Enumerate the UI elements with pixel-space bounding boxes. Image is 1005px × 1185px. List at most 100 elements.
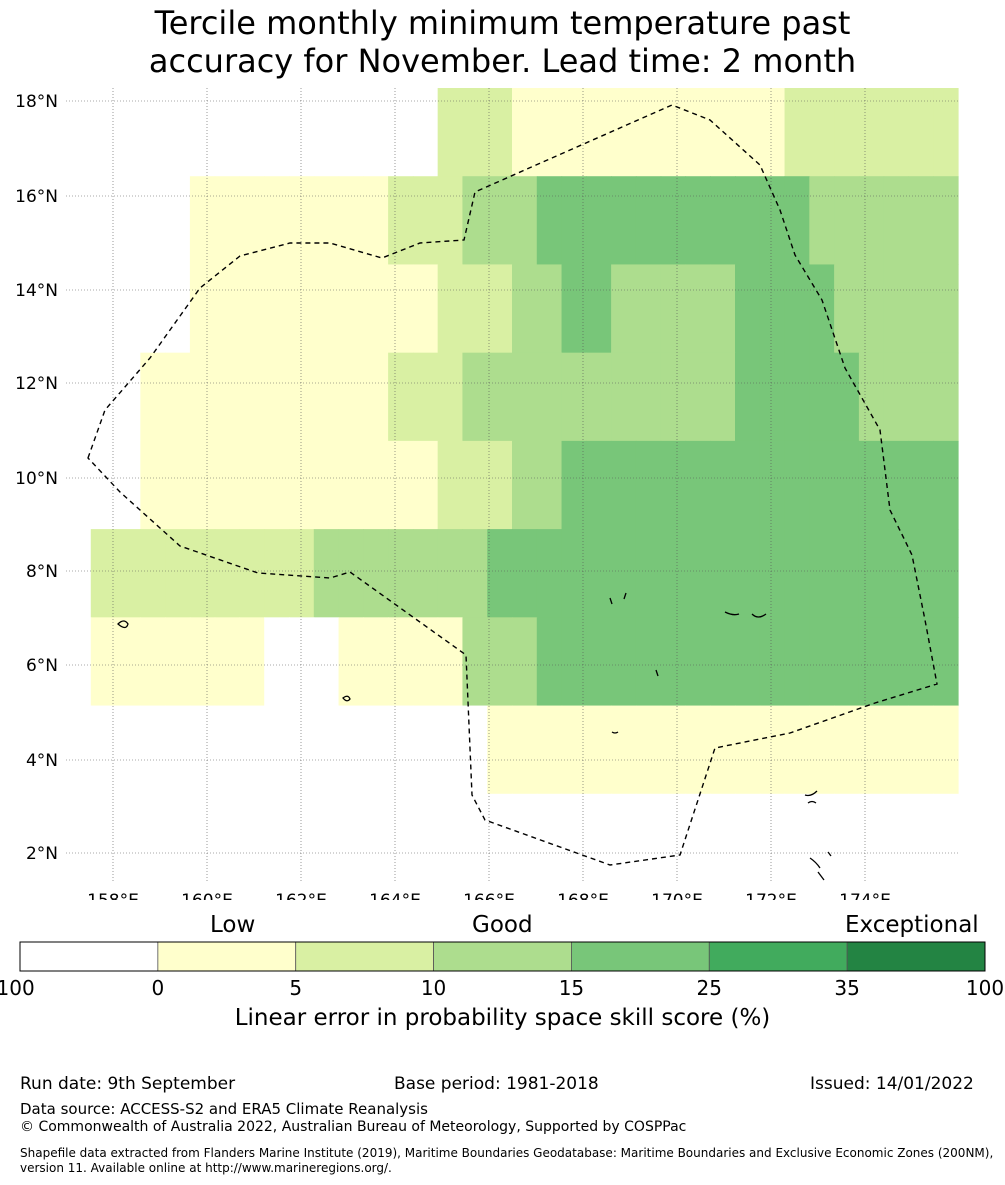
grid-cell: [90, 176, 117, 266]
grid-cell: [189, 529, 216, 618]
grid-cell: [784, 264, 810, 354]
grid-cell: [635, 529, 662, 618]
grid-cell: [834, 440, 860, 530]
longitude-label: 170°E: [651, 891, 703, 900]
grid-cell: [239, 617, 265, 707]
colorbar-tick-label: 5: [289, 976, 303, 1000]
latitude-label: 18°N: [15, 92, 58, 112]
grid-cell: [66, 793, 92, 883]
colorbar-tick-label: 10: [420, 976, 447, 1000]
grid-cell: [338, 617, 364, 707]
grid-cell: [858, 176, 885, 266]
grid-cell: [338, 88, 364, 177]
grid-cell: [883, 793, 910, 883]
colorbar-segment: [157, 941, 297, 972]
grid-cell: [239, 88, 265, 177]
grid-cell: [635, 352, 662, 442]
grid-cell: [140, 176, 166, 266]
grid-cell: [759, 705, 786, 795]
grid-cell: [611, 705, 637, 795]
grid-cell: [338, 440, 364, 530]
grid-cell: [883, 529, 910, 618]
grid-cell: [759, 176, 786, 266]
grid-cell: [586, 352, 612, 442]
grid-cell: [883, 705, 910, 795]
run-date: Run date: 9th September: [20, 1074, 236, 1094]
grid-cell: [363, 176, 389, 266]
grid-cell: [115, 264, 141, 354]
grid-cell: [388, 352, 414, 442]
grid-cell: [189, 88, 216, 177]
grid-cell: [858, 264, 885, 354]
grid-cell: [313, 617, 340, 707]
grid-cell: [784, 617, 810, 707]
eez-boundary: [87, 104, 938, 866]
grid-cell: [834, 264, 860, 354]
grid-cell: [437, 440, 464, 530]
grid-cell: [313, 352, 340, 442]
grid-cell: [710, 793, 736, 883]
grid-cell: [214, 793, 241, 883]
grid-cell: [90, 705, 117, 795]
grid-cell: [363, 264, 389, 354]
grid-cell: [264, 352, 290, 442]
grid-cell: [933, 617, 959, 707]
grid-cell: [635, 264, 662, 354]
grid-cell: [388, 176, 414, 266]
grid-cell: [338, 176, 364, 266]
longitude-label: 172°E: [745, 891, 797, 900]
grid-cell: [214, 440, 241, 530]
grid-cell: [90, 352, 117, 442]
grid-cell: [735, 529, 761, 618]
grid-cell: [908, 440, 934, 530]
grid-cell: [759, 352, 786, 442]
grid-cell: [313, 705, 340, 795]
grid-cell: [289, 705, 315, 795]
grid-cell: [586, 264, 612, 354]
grid-cell: [214, 88, 241, 177]
legend-low-label: Low: [210, 912, 256, 938]
grid-cell: [759, 617, 786, 707]
grid-cell: [809, 793, 835, 883]
grid-cell: [189, 440, 216, 530]
grid-cell: [512, 793, 538, 883]
grid-cell: [858, 440, 885, 530]
grid-cell: [834, 88, 860, 177]
grid-cell: [660, 352, 687, 442]
grid-cell: [437, 264, 464, 354]
grid-cell: [66, 440, 92, 530]
shapefile-credit-2: version 11. Available online at http://w…: [20, 1161, 392, 1175]
grid-cell: [412, 529, 439, 618]
grid-cell: [635, 705, 662, 795]
grid-cell: [239, 529, 265, 618]
grid-cell: [90, 264, 117, 354]
grid-cell: [189, 176, 216, 266]
grid-cell: [858, 88, 885, 177]
grid-cell: [140, 264, 166, 354]
grid-cell: [685, 176, 711, 266]
grid-cell: [363, 88, 389, 177]
grid-cell: [586, 440, 612, 530]
grid-cell: [809, 617, 835, 707]
grid-cell: [363, 705, 389, 795]
grid-cell: [66, 529, 92, 618]
grid-cell: [214, 705, 241, 795]
grid-cell: [140, 440, 166, 530]
grid-cell: [264, 88, 290, 177]
grid-cell: [363, 793, 389, 883]
grid-cell: [189, 705, 216, 795]
grid-cell: [933, 176, 959, 266]
grid-cell: [685, 705, 711, 795]
grid-cell: [512, 617, 538, 707]
issued-date: Issued: 14/01/2022: [810, 1074, 974, 1094]
grid-cell: [883, 617, 910, 707]
grid-cell: [611, 352, 637, 442]
grid-cell: [264, 617, 290, 707]
grid-cell: [710, 264, 736, 354]
grid-cell: [883, 264, 910, 354]
grid-cell: [289, 793, 315, 883]
grid-cell: [908, 617, 934, 707]
grid-cell: [239, 793, 265, 883]
grid-cell: [908, 264, 934, 354]
grid-cell: [313, 529, 340, 618]
